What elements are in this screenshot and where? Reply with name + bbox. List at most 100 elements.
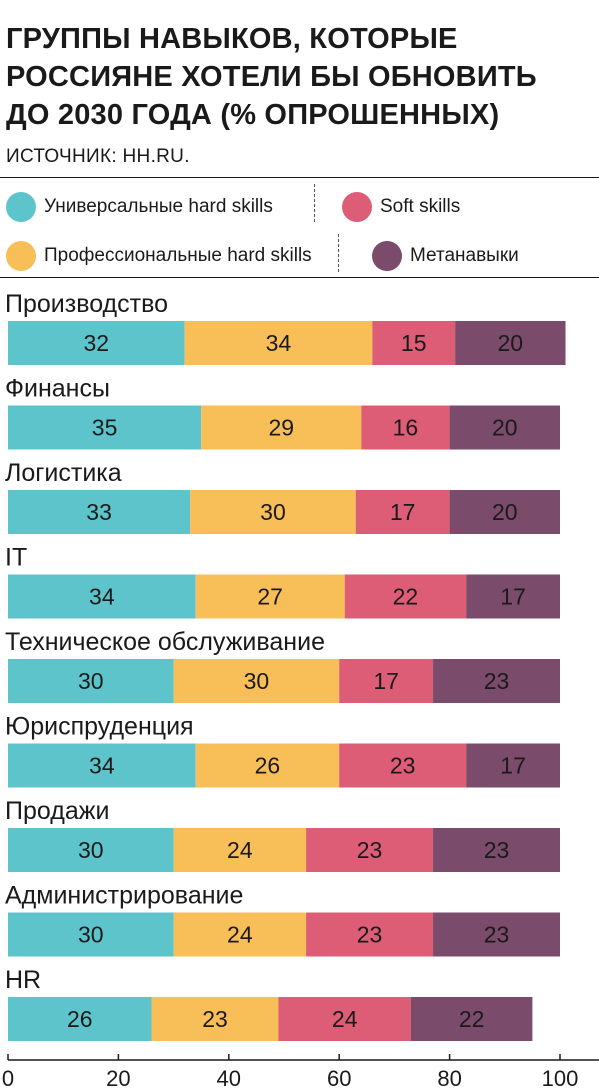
bar-segment-cat-1-s1 bbox=[201, 405, 362, 450]
legend-separator-1 bbox=[314, 184, 315, 222]
x-tick-label-0: 0 bbox=[2, 1066, 14, 1091]
bar-segment-cat-7-s2 bbox=[306, 912, 434, 957]
data-label-cat-3-s1: 27 bbox=[257, 584, 283, 610]
data-label-cat-0-s1: 34 bbox=[266, 330, 292, 356]
data-label-cat-2-s3: 20 bbox=[492, 499, 518, 525]
bar-segment-cat-8-s1 bbox=[151, 997, 279, 1041]
data-label-cat-8-s3: 22 bbox=[459, 1006, 485, 1032]
data-label-cat-1-s3: 20 bbox=[492, 415, 518, 441]
legend-swatch-meta bbox=[372, 241, 402, 271]
title-line-3: ДО 2030 ГОДА (% ОПРОШЕННЫХ) bbox=[6, 99, 500, 131]
data-label-cat-5-s1: 26 bbox=[255, 753, 281, 779]
bar-segment-cat-3-s0 bbox=[8, 574, 196, 619]
bar-segment-cat-6-s1 bbox=[173, 828, 307, 872]
source-note: ИСТОЧНИК: HH.RU. bbox=[6, 146, 190, 167]
data-label-cat-3-s2: 22 bbox=[393, 584, 419, 610]
category-label-cat-6: Продажи bbox=[5, 797, 109, 825]
data-label-cat-4-s1: 30 bbox=[244, 668, 270, 694]
bar-segment-cat-2-s3 bbox=[449, 490, 560, 534]
data-label-cat-0-s0: 32 bbox=[84, 330, 110, 356]
legend-label-meta: Метанавыки bbox=[410, 245, 519, 266]
data-label-cat-0-s2: 15 bbox=[401, 330, 427, 356]
legend-item-universal: Универсальные hard skills bbox=[6, 191, 273, 223]
x-tick-label-100: 100 bbox=[542, 1066, 579, 1091]
data-label-cat-1-s1: 29 bbox=[268, 415, 294, 441]
data-label-cat-8-s2: 24 bbox=[332, 1006, 358, 1032]
bar-segment-cat-0-s3 bbox=[455, 321, 566, 365]
x-tick-label-60: 60 bbox=[327, 1066, 351, 1091]
stacked-bar-chart: Производство 32 34 15 20 Финансы 35 29 16 20 Логис… bbox=[2, 290, 599, 1091]
data-label-cat-7-s0: 30 bbox=[78, 922, 104, 948]
legend-label-soft: Soft skills bbox=[380, 196, 461, 217]
x-tick-label-40: 40 bbox=[217, 1066, 241, 1091]
title-line-1: ГРУППЫ НАВЫКОВ, КОТОРЫЕ bbox=[6, 23, 458, 55]
bar-segment-cat-3-s1 bbox=[195, 574, 345, 619]
bar-segment-cat-4-s0 bbox=[8, 659, 174, 703]
bar-segment-cat-6-s0 bbox=[8, 828, 174, 872]
data-label-cat-4-s0: 30 bbox=[78, 668, 104, 694]
data-label-cat-6-s0: 30 bbox=[78, 837, 104, 863]
bar-segment-cat-8-s3 bbox=[410, 997, 533, 1041]
legend-swatch-soft bbox=[342, 192, 372, 222]
bar-segment-cat-3-s2 bbox=[344, 574, 467, 619]
legend-item-soft: Soft skills bbox=[342, 191, 460, 223]
title-line-2: РОССИЯНЕ ХОТЕЛИ БЫ ОБНОВИТЬ bbox=[6, 61, 537, 93]
x-tick-label-20: 20 bbox=[106, 1066, 130, 1091]
data-label-cat-2-s0: 33 bbox=[86, 499, 112, 525]
data-label-cat-6-s2: 23 bbox=[357, 837, 383, 863]
data-label-cat-2-s2: 17 bbox=[390, 499, 416, 525]
bar-segment-cat-5-s3 bbox=[466, 743, 560, 788]
data-label-cat-4-s2: 17 bbox=[373, 668, 399, 694]
bar-segment-cat-0-s1 bbox=[184, 321, 373, 365]
bar-segment-cat-7-s0 bbox=[8, 912, 174, 957]
category-label-cat-3: IT bbox=[5, 544, 27, 572]
data-label-cat-5-s3: 17 bbox=[500, 753, 526, 779]
bar-segment-cat-4-s2 bbox=[339, 659, 434, 703]
bar-segment-cat-7-s3 bbox=[433, 912, 560, 957]
legend-separator-2 bbox=[338, 234, 339, 272]
data-label-cat-3-s3: 17 bbox=[500, 584, 526, 610]
category-label-cat-8: HR bbox=[5, 966, 41, 994]
data-label-cat-7-s1: 24 bbox=[227, 922, 253, 948]
legend-label-universal: Универсальные hard skills bbox=[44, 196, 273, 217]
legend-bottom-divider bbox=[0, 277, 599, 278]
data-label-cat-1-s2: 16 bbox=[393, 415, 419, 441]
data-label-cat-7-s2: 23 bbox=[357, 922, 383, 948]
data-label-cat-4-s3: 23 bbox=[484, 668, 510, 694]
bar-segment-cat-8-s2 bbox=[278, 997, 411, 1041]
data-label-cat-1-s0: 35 bbox=[92, 415, 118, 441]
bar-segment-cat-0-s2 bbox=[372, 321, 456, 365]
category-label-cat-1: Финансы bbox=[5, 375, 110, 403]
data-label-cat-8-s1: 23 bbox=[202, 1006, 228, 1032]
data-label-cat-0-s3: 20 bbox=[498, 330, 524, 356]
legend-label-professional: Профессиональные hard skills bbox=[44, 245, 312, 266]
data-label-cat-3-s0: 34 bbox=[89, 584, 115, 610]
bar-segment-cat-1-s3 bbox=[449, 405, 560, 450]
category-label-cat-2: Логистика bbox=[5, 459, 122, 487]
category-label-cat-4: Техническое обслуживание bbox=[5, 628, 325, 656]
bar-segment-cat-4-s3 bbox=[433, 659, 560, 703]
legend-swatch-professional bbox=[6, 241, 36, 271]
data-label-cat-5-s0: 34 bbox=[89, 753, 115, 779]
bar-segment-cat-1-s0 bbox=[8, 405, 202, 450]
data-label-cat-5-s2: 23 bbox=[390, 753, 416, 779]
bar-segment-cat-7-s1 bbox=[173, 912, 307, 957]
bar-segment-cat-5-s1 bbox=[195, 743, 340, 788]
category-label-cat-5: Юриспруденция bbox=[5, 713, 194, 741]
bar-segment-cat-2-s2 bbox=[355, 490, 450, 534]
bar-segment-cat-8-s0 bbox=[8, 997, 152, 1041]
bar-segment-cat-6-s3 bbox=[433, 828, 560, 872]
data-label-cat-2-s1: 30 bbox=[260, 499, 286, 525]
bar-segment-cat-4-s1 bbox=[173, 659, 340, 703]
legend-swatch-universal bbox=[6, 192, 36, 222]
category-label-cat-7: Администрирование bbox=[5, 882, 243, 910]
data-label-cat-6-s3: 23 bbox=[484, 837, 510, 863]
data-label-cat-7-s3: 23 bbox=[484, 922, 510, 948]
bar-segment-cat-0-s0 bbox=[8, 321, 185, 365]
bar-segment-cat-5-s0 bbox=[8, 743, 196, 788]
data-label-cat-6-s1: 24 bbox=[227, 837, 253, 863]
bar-segment-cat-1-s2 bbox=[361, 405, 450, 450]
bar-segment-cat-5-s2 bbox=[339, 743, 467, 788]
legend-item-professional: Профессиональные hard skills bbox=[6, 240, 312, 272]
bar-segment-cat-6-s2 bbox=[306, 828, 434, 872]
